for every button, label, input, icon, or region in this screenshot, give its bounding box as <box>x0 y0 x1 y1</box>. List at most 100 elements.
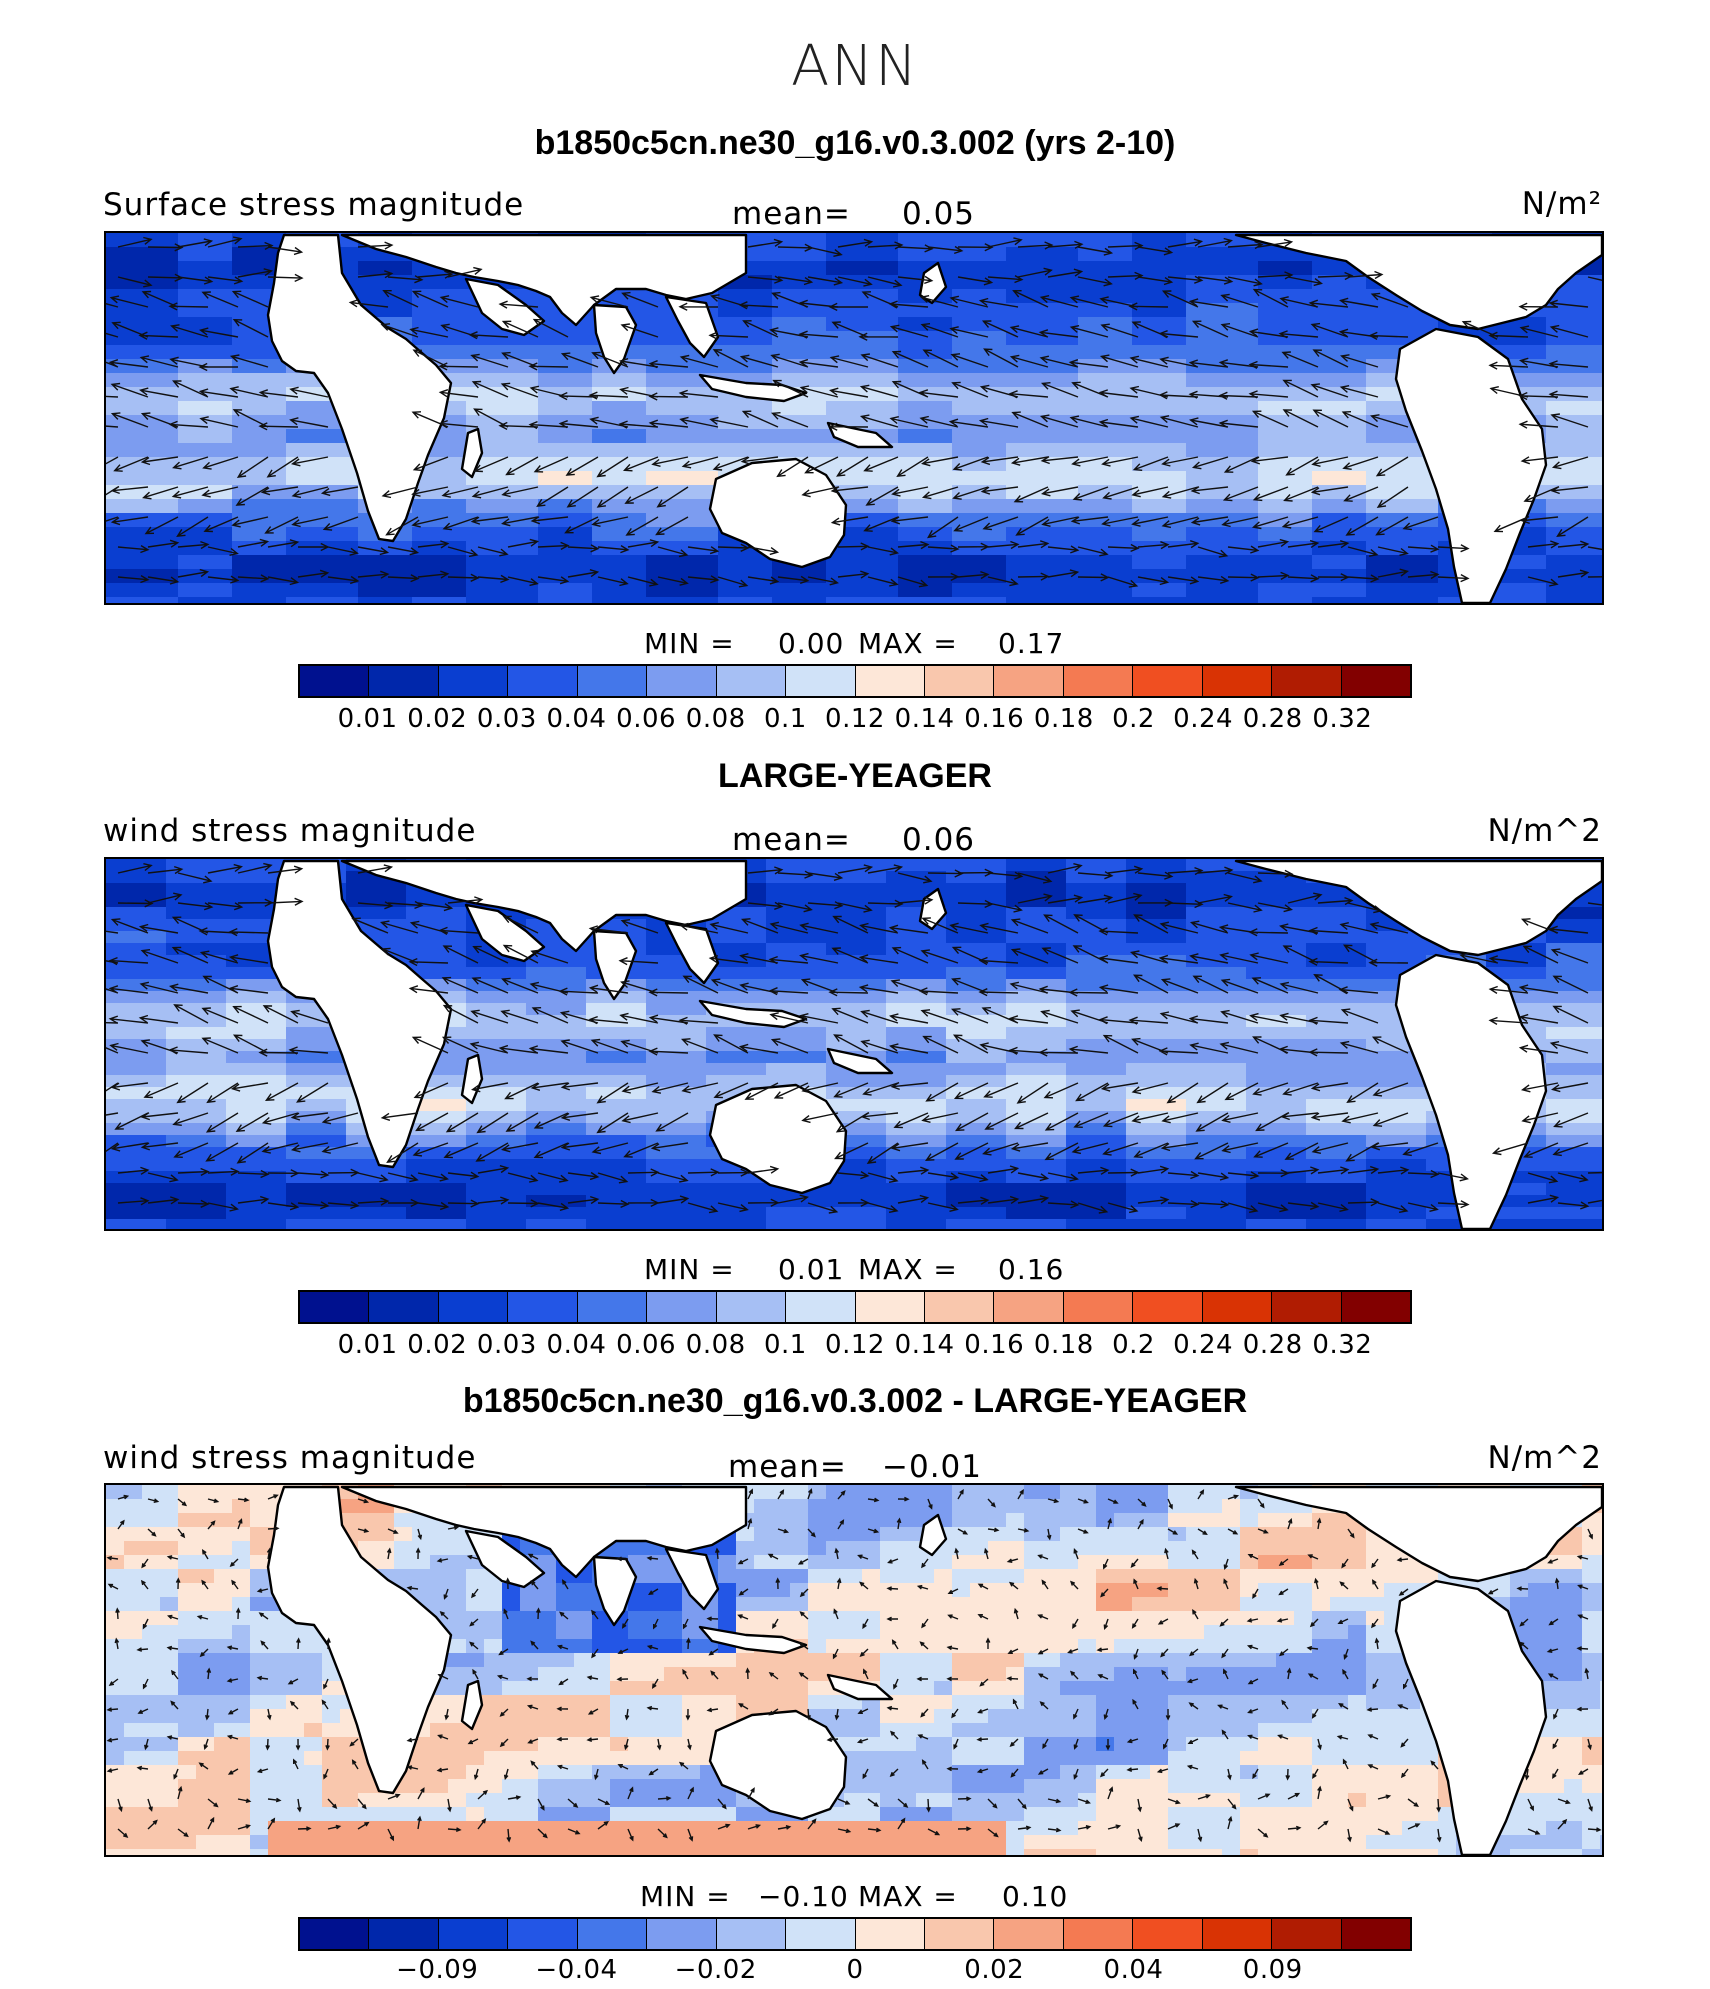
land-masses <box>266 233 1602 603</box>
colorbar-swatch <box>994 1292 1064 1322</box>
panel-1-max-label: MAX = <box>858 627 958 660</box>
colorbar-tick-label: 0.32 <box>1312 1330 1373 1360</box>
colorbar-tick-label: 0.1 <box>763 704 807 734</box>
season-title: ANN <box>790 34 920 99</box>
colorbar-tick-label: 0.06 <box>616 1330 677 1360</box>
panel-3-variable-label: wind stress magnitude <box>103 1440 477 1476</box>
panel-1-max-value: 0.17 <box>998 627 1065 660</box>
colorbar-tick-label: 0.02 <box>407 1330 468 1360</box>
colorbar-tick-label: 0.01 <box>337 704 398 734</box>
colorbar-swatch <box>369 1919 439 1949</box>
colorbar-swatch <box>300 1292 370 1322</box>
panel-1-units: N/m² <box>1521 186 1602 222</box>
colorbar-swatch <box>300 1919 370 1949</box>
colorbar-swatch <box>994 666 1064 696</box>
colorbar-swatch <box>1063 1292 1134 1322</box>
panel-3-colorbar <box>298 1917 1412 1951</box>
panel-3-title: b1850c5cn.ne30_g16.v0.3.002 - LARGE-YEAG… <box>462 1382 1248 1420</box>
colorbar-swatch <box>1133 1919 1203 1949</box>
panel-2-title: LARGE-YEAGER <box>718 757 992 795</box>
colorbar-tick-label: 0.03 <box>476 704 537 734</box>
panel-1-mean-label: mean= <box>732 196 851 232</box>
panel-1-map <box>104 231 1604 605</box>
panel-1-min-label: MIN = <box>644 627 735 660</box>
panel-2-colorbar <box>298 1290 1412 1324</box>
colorbar-tick-label: 0.16 <box>964 1330 1025 1360</box>
colorbar-tick-label: 0.24 <box>1173 704 1234 734</box>
wind-vectors <box>106 1488 1602 1843</box>
panel-2-max-value: 0.16 <box>998 1253 1065 1286</box>
colorbar-tick-label: 0.04 <box>546 1330 607 1360</box>
colorbar-swatch <box>647 1292 717 1322</box>
colorbar-swatch <box>1202 1919 1273 1949</box>
colorbar-swatch <box>786 666 856 696</box>
colorbar-swatch <box>577 1919 648 1949</box>
panel-3-min-value: −0.10 <box>758 1880 849 1913</box>
colorbar-swatch <box>1133 1292 1203 1322</box>
colorbar-tick-label: 0.04 <box>546 704 607 734</box>
colorbar-swatch <box>716 666 787 696</box>
colorbar-swatch <box>924 666 995 696</box>
colorbar-tick-label: 0.32 <box>1312 704 1373 734</box>
colorbar-tick-label: −0.02 <box>674 1955 757 1985</box>
panel-2-variable-label: wind stress magnitude <box>103 813 477 849</box>
colorbar-tick-label: 0.14 <box>894 704 955 734</box>
panel-1-colorbar <box>298 664 1412 698</box>
colorbar-tick-label: 0.18 <box>1033 1330 1094 1360</box>
colorbar-tick-label: 0.12 <box>825 704 885 734</box>
colorbar-tick-label: 0.06 <box>616 704 677 734</box>
colorbar-swatch <box>647 1919 717 1949</box>
colorbar-tick-label: 0.01 <box>337 1330 398 1360</box>
colorbar-tick-label: 0.08 <box>685 1330 746 1360</box>
colorbar-swatch <box>508 1919 578 1949</box>
colorbar-swatch <box>855 1919 925 1949</box>
colorbar-swatch <box>1202 1292 1273 1322</box>
colorbar-tick-label: 0.04 <box>1103 1955 1164 1985</box>
colorbar-swatch <box>786 1292 856 1322</box>
colorbar-swatch <box>438 666 509 696</box>
panel-3-map-canvas <box>106 1485 1602 1855</box>
colorbar-tick-label: 0.28 <box>1242 704 1303 734</box>
colorbar-swatch <box>369 666 439 696</box>
land-masses <box>266 859 1602 1229</box>
colorbar-tick-label: 0.18 <box>1033 704 1094 734</box>
colorbar-swatch <box>1272 1292 1342 1322</box>
panel-2-mean-label: mean= <box>732 822 851 858</box>
colorbar-swatch <box>1063 1919 1134 1949</box>
colorbar-swatch <box>1202 666 1273 696</box>
panel-1-title: b1850c5cn.ne30_g16.v0.3.002 (yrs 2-10) <box>534 124 1176 162</box>
colorbar-tick-label: 0.2 <box>1112 704 1155 734</box>
panel-3-map <box>104 1483 1604 1857</box>
panel-3-units: N/m^2 <box>1487 1440 1602 1476</box>
wind-vectors <box>106 862 1602 1214</box>
colorbar-swatch <box>508 1292 578 1322</box>
colorbar-tick-label: −0.04 <box>535 1955 618 1985</box>
panel-2-map-canvas <box>106 859 1602 1229</box>
colorbar-tick-label: 0.1 <box>763 1330 807 1360</box>
colorbar-tick-label: 0.16 <box>964 704 1025 734</box>
colorbar-swatch <box>438 1919 509 1949</box>
panel-1-variable-label: Surface stress magnitude <box>103 187 525 223</box>
panel-3-max-value: 0.10 <box>1002 1880 1069 1913</box>
colorbar-swatch <box>577 1292 648 1322</box>
panel-1-map-canvas <box>106 233 1602 603</box>
colorbar-swatch <box>1272 1919 1342 1949</box>
panel-1-mean-value: 0.05 <box>902 196 976 232</box>
panel-1-colorbar-labels: 0.01 0.02 0.03 0.04 0.06 0.08 0.1 0.12 0.14 0.16 0… <box>298 704 1412 734</box>
colorbar-swatch <box>924 1292 995 1322</box>
colorbar-swatch <box>1063 666 1134 696</box>
colorbar-swatch <box>716 1292 787 1322</box>
colorbar-swatch <box>438 1292 509 1322</box>
colorbar-tick-label: 0.14 <box>894 1330 955 1360</box>
colorbar-swatch <box>1341 1292 1410 1322</box>
colorbar-tick-label: 0.28 <box>1242 1330 1303 1360</box>
panel-2-min-label: MIN = <box>644 1253 735 1286</box>
colorbar-swatch <box>716 1919 787 1949</box>
colorbar-swatch <box>1272 666 1342 696</box>
colorbar-tick-label: 0.09 <box>1242 1955 1303 1985</box>
panel-2-map <box>104 857 1604 1231</box>
colorbar-swatch <box>786 1919 856 1949</box>
colorbar-tick-label: 0.24 <box>1173 1330 1234 1360</box>
colorbar-swatch <box>924 1919 995 1949</box>
colorbar-tick-label: 0.08 <box>685 704 746 734</box>
